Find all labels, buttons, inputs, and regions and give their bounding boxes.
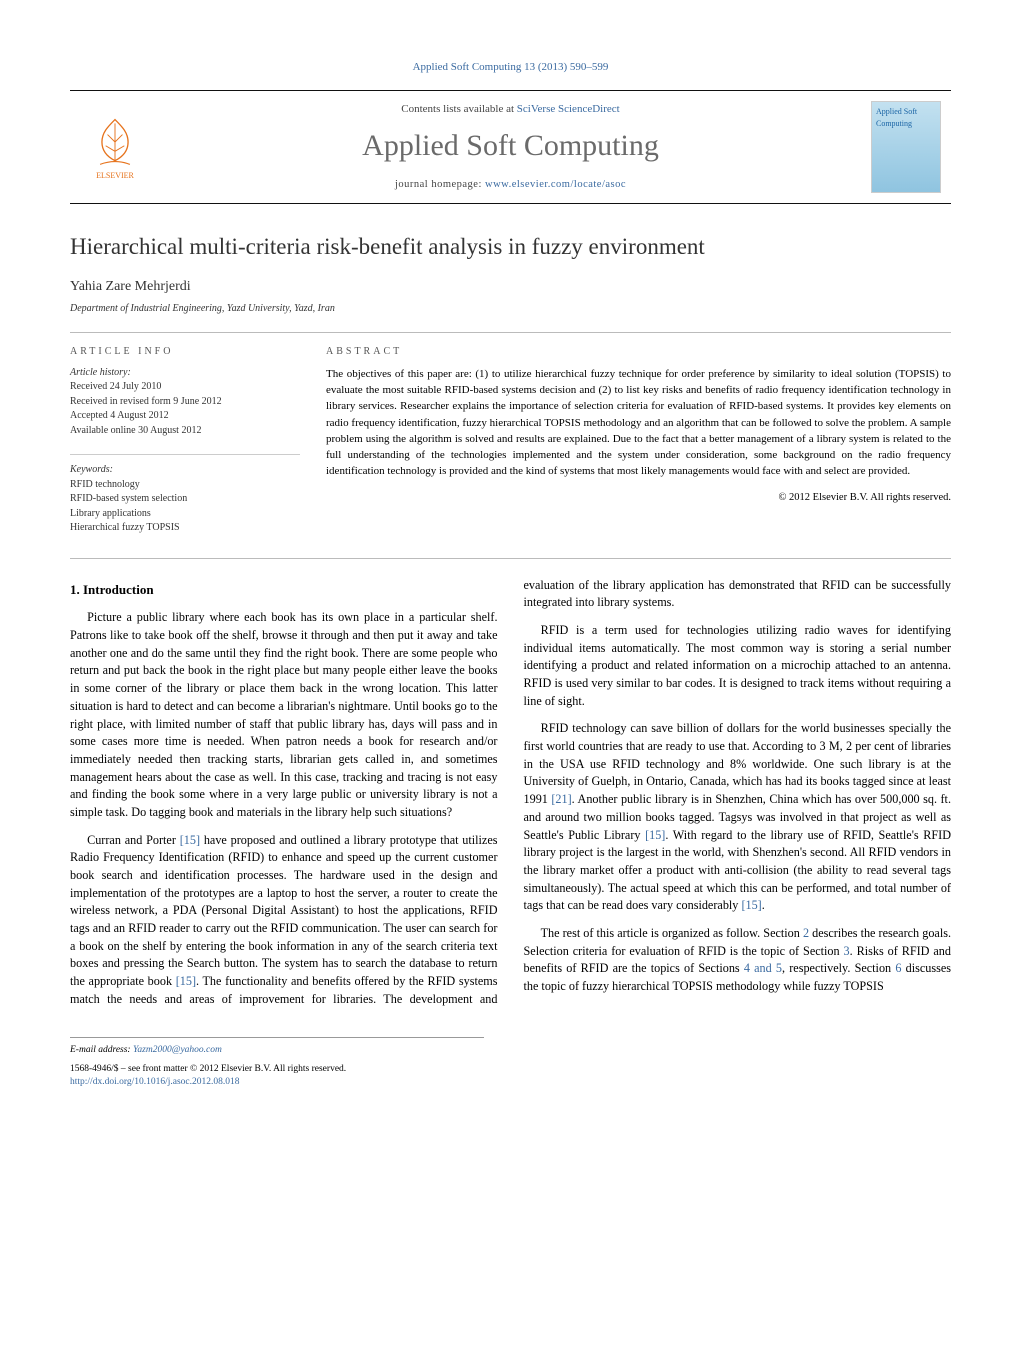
section-1-heading: 1. Introduction — [70, 581, 498, 600]
email-link[interactable]: Yazm2000@yahoo.com — [133, 1045, 222, 1055]
elsevier-tree-icon — [87, 114, 143, 170]
abstract-block: abstract The objectives of this paper ar… — [326, 345, 951, 536]
history-online: Available online 30 August 2012 — [70, 424, 300, 439]
history-received: Received 24 July 2010 — [70, 380, 300, 395]
section-ref-4-5[interactable]: 4 and 5 — [744, 961, 782, 975]
article-info: article info Article history: Received 2… — [70, 345, 300, 536]
citation-15d[interactable]: [15] — [741, 898, 761, 912]
doi-link[interactable]: http://dx.doi.org/10.1016/j.asoc.2012.08… — [70, 1077, 240, 1087]
keyword-item: Library applications — [70, 507, 300, 522]
homepage-prefix: journal homepage: — [395, 179, 485, 190]
citation-15a[interactable]: [15] — [180, 833, 200, 847]
abstract-heading: abstract — [326, 345, 951, 360]
history-revised: Received in revised form 9 June 2012 — [70, 395, 300, 410]
header-center: Contents lists available at SciVerse Sci… — [160, 102, 861, 193]
p2-text-a: Curran and Porter — [87, 833, 180, 847]
section-divider — [70, 558, 951, 559]
journal-header: ELSEVIER Contents lists available at Sci… — [70, 90, 951, 204]
article-info-heading: article info — [70, 345, 300, 360]
footer-email-line: E-mail address: Yazm2000@yahoo.com — [70, 1044, 484, 1057]
contents-line: Contents lists available at SciVerse Sci… — [160, 102, 861, 118]
footer-copyright: 1568-4946/$ – see front matter © 2012 El… — [70, 1063, 484, 1076]
elsevier-logo: ELSEVIER — [87, 114, 143, 181]
p2-text-b: have proposed and outlined a library pro… — [70, 833, 498, 989]
homepage-line: journal homepage: www.elsevier.com/locat… — [160, 177, 861, 192]
page-range: Applied Soft Computing 13 (2013) 590–599 — [70, 60, 951, 76]
sciencedirect-link[interactable]: SciVerse ScienceDirect — [517, 103, 620, 115]
journal-cover: Applied Soft Computing — [871, 101, 941, 193]
info-abstract-row: article info Article history: Received 2… — [70, 332, 951, 536]
p5-text-a: The rest of this article is organized as… — [541, 926, 803, 940]
author-name: Yahia Zare Mehrjerdi — [70, 277, 951, 297]
journal-cover-block: Applied Soft Computing — [861, 101, 951, 193]
keyword-item: Hierarchical fuzzy TOPSIS — [70, 521, 300, 536]
p4-text-d: . — [762, 898, 765, 912]
homepage-link[interactable]: www.elsevier.com/locate/asoc — [485, 179, 626, 190]
email-label: E-mail address: — [70, 1045, 133, 1055]
paragraph-3: RFID is a term used for technologies uti… — [524, 622, 952, 710]
journal-name: Applied Soft Computing — [160, 124, 861, 168]
paragraph-1: Picture a public library where each book… — [70, 609, 498, 821]
publisher-label: ELSEVIER — [87, 172, 143, 181]
history-label: Article history: — [70, 367, 131, 378]
paragraph-5: The rest of this article is organized as… — [524, 925, 952, 996]
paragraph-4: RFID technology can save billion of doll… — [524, 720, 952, 915]
keywords-label: Keywords: — [70, 464, 113, 475]
citation-21[interactable]: [21] — [551, 792, 571, 806]
history-accepted: Accepted 4 August 2012 — [70, 409, 300, 424]
p5-text-d: , respectively. Section — [782, 961, 895, 975]
citation-15b[interactable]: [15] — [176, 974, 196, 988]
article-title: Hierarchical multi-criteria risk-benefit… — [70, 230, 951, 263]
contents-prefix: Contents lists available at — [401, 103, 516, 115]
body-columns: 1. Introduction Picture a public library… — [70, 577, 951, 1009]
keywords-block: Keywords: RFID technology RFID-based sys… — [70, 454, 300, 536]
footer-block: E-mail address: Yazm2000@yahoo.com 1568-… — [70, 1037, 484, 1090]
article-history: Article history: Received 24 July 2010 R… — [70, 366, 300, 447]
author-affiliation: Department of Industrial Engineering, Ya… — [70, 302, 951, 317]
abstract-text: The objectives of this paper are: (1) to… — [326, 366, 951, 480]
keyword-item: RFID-based system selection — [70, 492, 300, 507]
publisher-logo-block: ELSEVIER — [70, 114, 160, 181]
abstract-copyright: © 2012 Elsevier B.V. All rights reserved… — [326, 490, 951, 506]
citation-15c[interactable]: [15] — [645, 828, 665, 842]
keyword-item: RFID technology — [70, 478, 300, 493]
